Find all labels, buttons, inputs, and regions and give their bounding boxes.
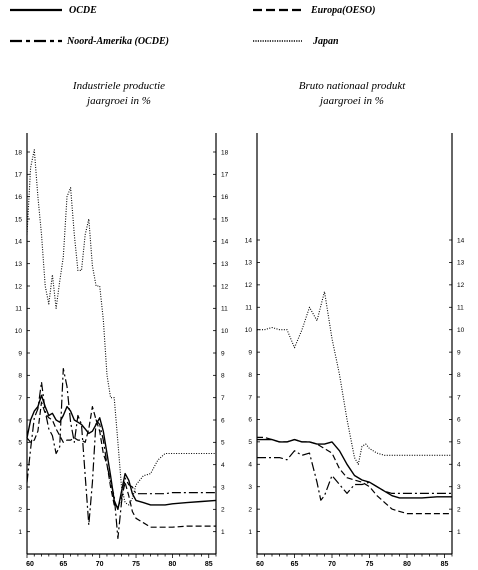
y-tick-label-left: 18 bbox=[15, 149, 23, 156]
y-tick-label-left: 6 bbox=[18, 417, 22, 424]
series-line-dashed bbox=[26, 401, 216, 528]
y-tick-label-left: 11 bbox=[15, 306, 22, 313]
y-tick-label-left: 16 bbox=[15, 194, 23, 201]
y-tick-label-right: 10 bbox=[457, 327, 465, 334]
x-tick-label: 85 bbox=[205, 561, 213, 568]
series-line-dotted bbox=[257, 291, 452, 465]
y-tick-label-right: 18 bbox=[221, 149, 229, 156]
y-tick-label-left: 6 bbox=[248, 417, 252, 424]
y-tick-label-right: 12 bbox=[457, 282, 465, 289]
x-tick-label: 65 bbox=[291, 561, 299, 568]
y-tick-label-left: 12 bbox=[245, 282, 253, 289]
y-tick-label-left: 1 bbox=[18, 529, 22, 536]
y-tick-label-right: 13 bbox=[457, 260, 465, 267]
y-tick-label-right: 6 bbox=[221, 417, 225, 424]
y-tick-label-left: 7 bbox=[18, 395, 22, 402]
y-tick-label-right: 15 bbox=[221, 216, 229, 223]
y-tick-label-right: 17 bbox=[221, 172, 229, 179]
legend-label: OCDE bbox=[69, 5, 97, 16]
y-tick-label-right: 10 bbox=[221, 328, 229, 335]
y-tick-label-right: 9 bbox=[221, 350, 225, 357]
y-tick-label-left: 3 bbox=[248, 484, 252, 491]
chart-title-line-2: jaargroei in % bbox=[85, 95, 151, 107]
x-tick-label: 80 bbox=[168, 561, 176, 568]
y-tick-label-left: 5 bbox=[18, 440, 22, 447]
y-tick-label-left: 9 bbox=[248, 349, 252, 356]
chart-title-line-1: Industriele productie bbox=[72, 80, 165, 92]
y-tick-label-right: 1 bbox=[221, 529, 225, 536]
x-tick-label: 75 bbox=[132, 561, 140, 568]
y-tick-label-left: 3 bbox=[18, 484, 22, 491]
series-line-dashdot bbox=[257, 450, 452, 501]
y-tick-label-left: 4 bbox=[18, 462, 22, 469]
y-tick-label-right: 13 bbox=[221, 261, 229, 268]
y-tick-label-left: 2 bbox=[18, 507, 22, 514]
y-tick-label-left: 2 bbox=[248, 506, 252, 513]
x-tick-label: 85 bbox=[441, 561, 449, 568]
x-tick-label: 70 bbox=[96, 561, 104, 568]
series-line-dashdot bbox=[26, 368, 216, 540]
y-tick-label-left: 11 bbox=[245, 305, 252, 312]
y-tick-label-right: 16 bbox=[221, 194, 229, 201]
x-tick-label: 70 bbox=[328, 561, 336, 568]
y-tick-label-right: 2 bbox=[221, 507, 225, 514]
y-tick-label-left: 10 bbox=[245, 327, 253, 334]
y-tick-label-left: 13 bbox=[15, 261, 23, 268]
y-tick-label-right: 8 bbox=[457, 372, 461, 379]
y-tick-label-right: 3 bbox=[221, 484, 225, 491]
y-tick-label-left: 10 bbox=[15, 328, 23, 335]
y-tick-label-right: 14 bbox=[221, 239, 229, 246]
series-line-solid bbox=[257, 438, 452, 499]
y-tick-label-right: 4 bbox=[221, 462, 225, 469]
y-tick-label-right: 9 bbox=[457, 349, 461, 356]
legend-label: Japan bbox=[312, 36, 339, 47]
y-tick-label-left: 13 bbox=[245, 260, 253, 267]
y-tick-label-right: 2 bbox=[457, 506, 461, 513]
x-tick-label: 60 bbox=[256, 561, 264, 568]
y-tick-label-left: 17 bbox=[15, 172, 23, 179]
y-tick-label-right: 7 bbox=[221, 395, 225, 402]
y-tick-label-left: 14 bbox=[15, 239, 23, 246]
legend-label: Noord-Amerika (OCDE) bbox=[66, 36, 169, 47]
y-tick-label-left: 8 bbox=[18, 373, 22, 380]
series-line-dotted bbox=[26, 149, 216, 506]
y-tick-label-left: 12 bbox=[15, 283, 23, 290]
industrial-production-panel: Industriele productie jaargroei in % 1 12… bbox=[15, 80, 229, 568]
y-tick-label-left: 7 bbox=[248, 394, 252, 401]
y-tick-label-right: 12 bbox=[221, 283, 229, 290]
y-tick-label-left: 5 bbox=[248, 439, 252, 446]
y-tick-label-right: 4 bbox=[457, 462, 461, 469]
gnp-panel: Bruto nationaal produkt jaargroei in % 1… bbox=[245, 80, 465, 568]
x-tick-label: 75 bbox=[366, 561, 374, 568]
x-tick-label: 80 bbox=[403, 561, 411, 568]
series-line-dashed bbox=[257, 436, 452, 515]
y-tick-label-right: 1 bbox=[457, 529, 461, 536]
chart-title-line-2: jaargroei in % bbox=[318, 95, 384, 107]
y-tick-label-left: 1 bbox=[248, 529, 252, 536]
x-tick-label: 60 bbox=[26, 561, 34, 568]
y-tick-label-right: 14 bbox=[457, 237, 465, 244]
y-tick-label-left: 8 bbox=[248, 372, 252, 379]
y-tick-label-right: 3 bbox=[457, 484, 461, 491]
y-tick-label-right: 6 bbox=[457, 417, 461, 424]
x-tick-label: 65 bbox=[59, 561, 67, 568]
y-tick-label-right: 5 bbox=[457, 439, 461, 446]
legend-label: Europa(OESO) bbox=[310, 5, 375, 16]
chart-title-line-1: Bruto nationaal produkt bbox=[299, 80, 406, 92]
y-tick-label-left: 4 bbox=[248, 462, 252, 469]
y-tick-label-right: 11 bbox=[457, 305, 464, 312]
legend: OCDE Europa(OESO) Noord-Amerika (OCDE) Japa… bbox=[10, 5, 375, 47]
y-tick-label-right: 8 bbox=[221, 373, 225, 380]
y-tick-label-right: 7 bbox=[457, 394, 461, 401]
y-tick-label-right: 5 bbox=[221, 440, 225, 447]
y-tick-label-left: 15 bbox=[15, 216, 23, 223]
y-tick-label-left: 14 bbox=[245, 237, 253, 244]
y-tick-label-right: 11 bbox=[221, 306, 228, 313]
y-tick-label-left: 9 bbox=[18, 350, 22, 357]
